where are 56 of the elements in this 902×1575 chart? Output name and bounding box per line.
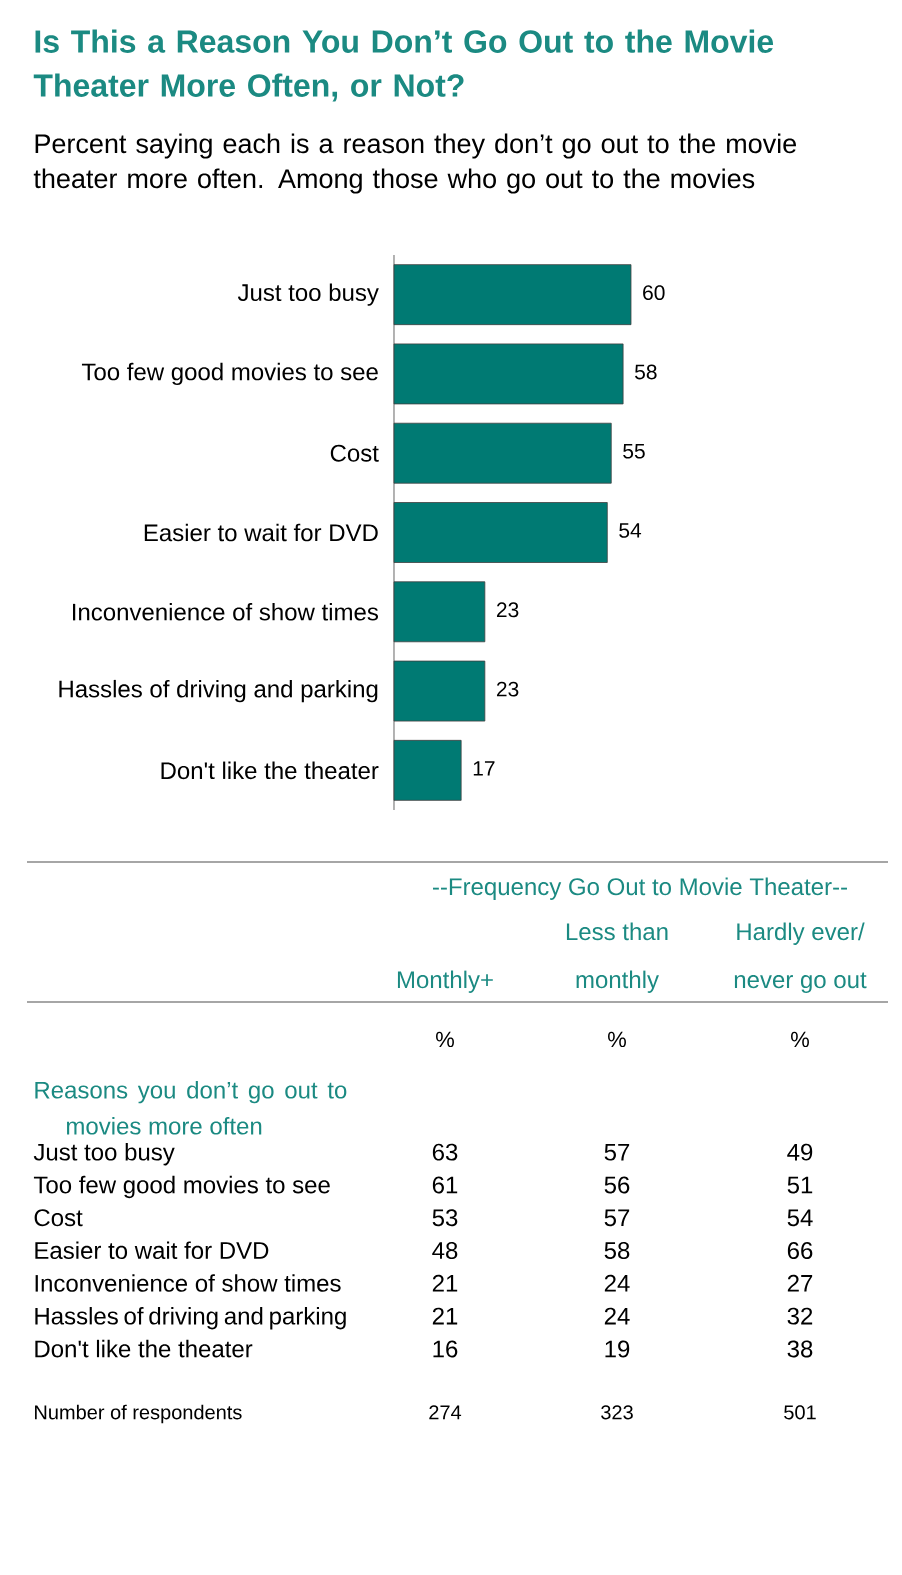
data-label: 32 <box>787 1307 813 1325</box>
data-label: 54 <box>787 1209 813 1227</box>
text: --Frequency Go Out to Movie Theater-- <box>433 877 847 900</box>
data-label: 38 <box>787 1340 813 1358</box>
category-label: Don't like the theater <box>35 1339 253 1358</box>
y-tick-label: Inconvenience of show times <box>72 602 379 621</box>
y-tick-label: Hassles of driving and parking <box>59 679 378 703</box>
category-label: Hassles of driving and parking <box>35 1307 346 1330</box>
data-label: 19 <box>605 1340 630 1358</box>
data-label: 49 <box>787 1143 813 1161</box>
data-label: 57 <box>604 1209 630 1227</box>
data-label: 501 <box>784 1405 816 1420</box>
category-label: Number of respondents <box>35 1404 242 1424</box>
data-label: 57 <box>604 1143 630 1161</box>
data-label: 21 <box>432 1307 458 1325</box>
data-label: 61 <box>432 1176 458 1194</box>
text: % <box>791 1031 809 1048</box>
data-label: 56 <box>604 1176 630 1194</box>
data-label: 17 <box>473 761 495 776</box>
data-label: 16 <box>433 1340 458 1358</box>
category-label: Too few good movies to see <box>33 1175 330 1199</box>
text: % <box>608 1031 626 1048</box>
text: Less than monthly <box>566 922 668 993</box>
data-label: 51 <box>787 1176 813 1194</box>
data-label: 274 <box>429 1405 462 1420</box>
chart-title: Is This a Reason You Don’t Go Out to the Movie Theater More Often, or Not? <box>33 29 774 102</box>
data-label: 66 <box>787 1242 813 1260</box>
data-label: 24 <box>604 1274 630 1292</box>
text: % <box>436 1031 454 1048</box>
y-tick-label: Don't like the theater <box>161 761 379 780</box>
data-label: 323 <box>601 1405 633 1420</box>
text: Reasons you don’t go out to movies more often <box>35 1081 347 1135</box>
category-label: Easier to wait for DVD <box>35 1241 269 1260</box>
category-label: Cost <box>34 1209 83 1227</box>
y-tick-label: Easier to wait for DVD <box>144 523 378 542</box>
text: Hardly ever/ never go out <box>734 922 867 993</box>
data-label: 54 <box>619 523 642 538</box>
data-label: 53 <box>432 1209 458 1227</box>
data-label: 24 <box>604 1307 630 1325</box>
y-tick-label: Cost <box>330 444 379 462</box>
data-label: 55 <box>623 443 645 459</box>
data-label: 58 <box>635 364 657 380</box>
data-label: 63 <box>432 1143 458 1161</box>
category-label: Inconvenience of show times <box>35 1274 341 1292</box>
data-label: 23 <box>496 681 519 697</box>
data-label: 23 <box>496 602 519 618</box>
y-tick-label: Too few good movies to see <box>81 362 378 386</box>
data-label: 27 <box>787 1274 813 1292</box>
data-label: 60 <box>643 285 665 301</box>
chart-subtitle: Percent saying each is a reason they don’t go out to the movie theater more often. Among those who go out to the movies <box>33 133 797 194</box>
category-label: Just too busy <box>33 1143 175 1166</box>
data-label: 48 <box>432 1242 458 1260</box>
data-label: 21 <box>432 1274 458 1292</box>
y-tick-label: Just too busy <box>237 283 379 306</box>
data-label: 58 <box>604 1242 630 1260</box>
text: Monthly+ <box>397 970 493 993</box>
